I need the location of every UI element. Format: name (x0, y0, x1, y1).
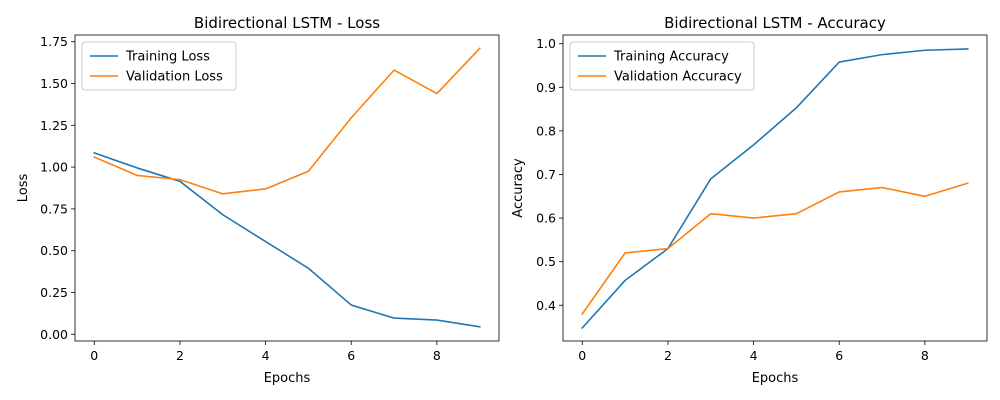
y-tick-label: 1.00 (40, 160, 68, 175)
x-tick-label: 4 (262, 348, 270, 363)
y-axis-label: Loss (16, 174, 31, 203)
x-tick-label: 8 (433, 348, 441, 363)
legend-entry: Training Loss (125, 50, 210, 65)
y-tick-label: 0.4 (536, 298, 556, 313)
legend: Training Loss Validation Loss (81, 41, 237, 91)
legend-entry: Validation Accuracy (614, 70, 742, 85)
legend-entry: Validation Loss (126, 70, 223, 85)
y-tick-label: 0.6 (536, 211, 556, 226)
chart-panel-2: 0 2 4 6 8 0.4 0.5 0.6 0.7 0.8 0.9 1.0 Bidirectional … (511, 14, 988, 386)
y-tick-label: 0.50 (40, 243, 68, 258)
x-axis-label: Epochs (752, 371, 799, 386)
x-axis-label: Epochs (264, 371, 311, 386)
x-tick-label: 4 (750, 348, 758, 363)
y-axis-label: Accuracy (511, 158, 526, 218)
x-tick-label: 6 (347, 348, 355, 363)
series-line-training-accuracy (581, 48, 969, 330)
legend-box (569, 41, 755, 91)
plot-area-frame (562, 34, 988, 342)
y-tick-label: 0.5 (536, 254, 556, 269)
y-tick-label: 0.7 (536, 167, 556, 182)
chart-title: Bidirectional LSTM - Accuracy (664, 14, 886, 32)
chart-panel-1: 0 2 4 6 8 0.00 0.25 0.50 0.75 1.00 1.25 1.50 1.75 Bid… (16, 14, 500, 386)
x-tick-label: 6 (835, 348, 843, 363)
plot-area-frame (74, 34, 500, 342)
y-tick-label: 1.25 (40, 118, 68, 133)
y-tick-label: 0.00 (40, 327, 68, 342)
y-tick-label: 1.0 (536, 36, 556, 51)
x-tick-label: 8 (921, 348, 929, 363)
y-tick-label: 0.25 (40, 285, 68, 300)
y-tick-label: 0.8 (536, 123, 556, 138)
y-tick-label: 1.50 (40, 76, 68, 91)
x-tick-label: 2 (176, 348, 184, 363)
series-line-training-loss (93, 151, 481, 328)
y-tick-label: 0.9 (536, 80, 556, 95)
y-tick-label: 0.75 (40, 201, 68, 216)
legend-box (81, 41, 237, 91)
y-tick-label: 1.75 (40, 34, 68, 49)
x-tick-label: 0 (578, 348, 586, 363)
chart-title: Bidirectional LSTM - Loss (194, 14, 380, 32)
legend: Training Accuracy Validation Accuracy (569, 41, 755, 91)
legend-entry: Training Accuracy (613, 50, 729, 65)
x-tick-label: 0 (90, 348, 98, 363)
series-line-validation-accuracy (581, 182, 969, 316)
x-tick-label: 2 (664, 348, 672, 363)
series-line-validation-loss (93, 47, 481, 195)
